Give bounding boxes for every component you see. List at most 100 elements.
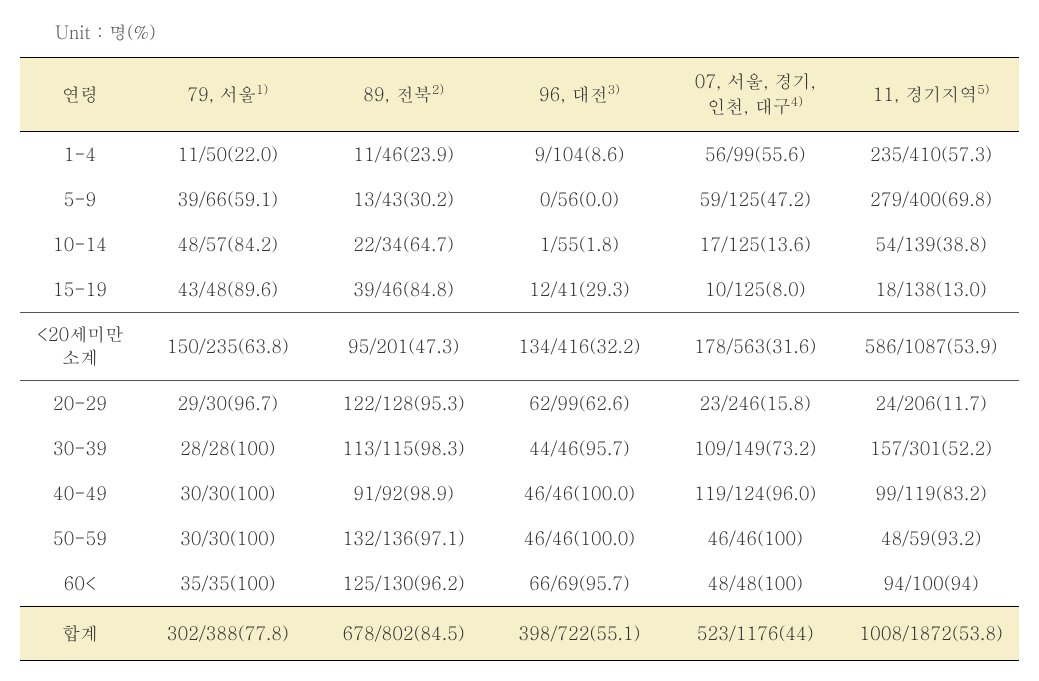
header-row: 연령 79, 서울1) 89, 전북2) 96, 대전3) 07, 서울, 경기… [20, 58, 1019, 132]
table-row: 5-9 39/66(59.1) 13/43(30.2) 0/56(0.0) 59… [20, 177, 1019, 222]
cell-age: <20세미만 소계 [20, 312, 140, 380]
cell-age: 60< [20, 561, 140, 607]
col-c3-text: 96, 대전 [539, 82, 608, 107]
unit-label: Unit : 명(%) [20, 20, 1019, 45]
cell-c1: 35/35(100) [140, 561, 316, 607]
cell-c3: 0/56(0.0) [492, 177, 668, 222]
table-row: 40-49 30/30(100) 91/92(98.9) 46/46(100.0… [20, 471, 1019, 516]
cell-c2: 132/136(97.1) [316, 516, 492, 561]
cell-c4: 17/125(13.6) [667, 222, 843, 267]
total-row: 합계 302/388(77.8) 678/802(84.5) 398/722(5… [20, 606, 1019, 660]
col-c2: 89, 전북2) [316, 58, 492, 132]
cell-c3: 62/99(62.6) [492, 380, 668, 426]
col-c4-sup: 4) [791, 92, 803, 110]
col-c2-text: 89, 전북 [363, 82, 432, 107]
cell-age: 5-9 [20, 177, 140, 222]
cell-c5: 586/1087(53.9) [843, 312, 1019, 380]
cell-c2: 39/46(84.8) [316, 267, 492, 313]
cell-c2: 113/115(98.3) [316, 426, 492, 471]
cell-c2: 678/802(84.5) [316, 606, 492, 660]
cell-c2: 95/201(47.3) [316, 312, 492, 380]
col-age: 연령 [20, 58, 140, 132]
col-c1-text: 79, 서울 [187, 82, 256, 107]
table-body: 1-4 11/50(22.0) 11/46(23.9) 9/104(8.6) 5… [20, 131, 1019, 660]
cell-c1: 28/28(100) [140, 426, 316, 471]
cell-c3: 46/46(100.0) [492, 471, 668, 516]
col-c4-line1: 07, 서울, 경기, [695, 69, 816, 94]
col-c2-sup: 2) [432, 80, 444, 98]
table-row: 30-39 28/28(100) 113/115(98.3) 44/46(95.… [20, 426, 1019, 471]
cell-c5: 99/119(83.2) [843, 471, 1019, 516]
cell-c5: 279/400(69.8) [843, 177, 1019, 222]
cell-c4: 46/46(100) [667, 516, 843, 561]
cell-c3: 46/46(100.0) [492, 516, 668, 561]
cell-c2: 125/130(96.2) [316, 561, 492, 607]
table-row: 1-4 11/50(22.0) 11/46(23.9) 9/104(8.6) 5… [20, 131, 1019, 177]
cell-age: 30-39 [20, 426, 140, 471]
cell-c1: 48/57(84.2) [140, 222, 316, 267]
cell-c4: 119/124(96.0) [667, 471, 843, 516]
col-c3-sup: 3) [608, 80, 620, 98]
cell-c4: 59/125(47.2) [667, 177, 843, 222]
cell-c5: 48/59(93.2) [843, 516, 1019, 561]
col-c1-sup: 1) [256, 80, 268, 98]
cell-age: 40-49 [20, 471, 140, 516]
cell-c1: 150/235(63.8) [140, 312, 316, 380]
cell-c3: 44/46(95.7) [492, 426, 668, 471]
data-table-container: 연령 79, 서울1) 89, 전북2) 96, 대전3) 07, 서울, 경기… [20, 57, 1019, 661]
cell-c3: 12/41(29.3) [492, 267, 668, 313]
cell-c2: 22/34(64.7) [316, 222, 492, 267]
col-c1: 79, 서울1) [140, 58, 316, 132]
cell-c5: 24/206(11.7) [843, 380, 1019, 426]
cell-age: 10-14 [20, 222, 140, 267]
col-c5-text: 11, 경기지역 [873, 82, 978, 107]
subtotal-row: <20세미만 소계 150/235(63.8) 95/201(47.3) 134… [20, 312, 1019, 380]
cell-c4: 23/246(15.8) [667, 380, 843, 426]
col-c5-sup: 5) [977, 80, 989, 98]
table-row: 50-59 30/30(100) 132/136(97.1) 46/46(100… [20, 516, 1019, 561]
cell-c3: 398/722(55.1) [492, 606, 668, 660]
cell-c5: 18/138(13.0) [843, 267, 1019, 313]
table-row: 15-19 43/48(89.6) 39/46(84.8) 12/41(29.3… [20, 267, 1019, 313]
cell-c3: 1/55(1.8) [492, 222, 668, 267]
cell-c4: 56/99(55.6) [667, 131, 843, 177]
cell-c1: 11/50(22.0) [140, 131, 316, 177]
cell-age: 15-19 [20, 267, 140, 313]
col-c4-line2: 인천, 대구 [707, 94, 790, 119]
cell-age: 50-59 [20, 516, 140, 561]
cell-c2: 91/92(98.9) [316, 471, 492, 516]
cell-c4: 178/563(31.6) [667, 312, 843, 380]
cell-c1: 30/30(100) [140, 471, 316, 516]
cell-c3: 9/104(8.6) [492, 131, 668, 177]
cell-c4: 48/48(100) [667, 561, 843, 607]
cell-c1: 302/388(77.8) [140, 606, 316, 660]
cell-c4: 523/1176(44) [667, 606, 843, 660]
cell-c1: 43/48(89.6) [140, 267, 316, 313]
table-row: 20-29 29/30(96.7) 122/128(95.3) 62/99(62… [20, 380, 1019, 426]
cell-c1: 39/66(59.1) [140, 177, 316, 222]
cell-c5: 1008/1872(53.8) [843, 606, 1019, 660]
cell-c5: 94/100(94) [843, 561, 1019, 607]
cell-age: 1-4 [20, 131, 140, 177]
cell-c2: 13/43(30.2) [316, 177, 492, 222]
cell-age: 20-29 [20, 380, 140, 426]
cell-c5: 54/139(38.8) [843, 222, 1019, 267]
cell-c3: 66/69(95.7) [492, 561, 668, 607]
subtotal-line1: <20세미만 [37, 322, 124, 347]
col-c5: 11, 경기지역5) [843, 58, 1019, 132]
cell-c5: 157/301(52.2) [843, 426, 1019, 471]
table-row: 10-14 48/57(84.2) 22/34(64.7) 1/55(1.8) … [20, 222, 1019, 267]
subtotal-line2: 소계 [62, 345, 98, 370]
cell-c1: 29/30(96.7) [140, 380, 316, 426]
table-row: 60< 35/35(100) 125/130(96.2) 66/69(95.7)… [20, 561, 1019, 607]
cell-c4: 109/149(73.2) [667, 426, 843, 471]
data-table: 연령 79, 서울1) 89, 전북2) 96, 대전3) 07, 서울, 경기… [20, 57, 1019, 661]
col-c3: 96, 대전3) [492, 58, 668, 132]
cell-c2: 11/46(23.9) [316, 131, 492, 177]
cell-age: 합계 [20, 606, 140, 660]
cell-c2: 122/128(95.3) [316, 380, 492, 426]
cell-c3: 134/416(32.2) [492, 312, 668, 380]
col-c4: 07, 서울, 경기, 인천, 대구4) [667, 58, 843, 132]
cell-c1: 30/30(100) [140, 516, 316, 561]
cell-c4: 10/125(8.0) [667, 267, 843, 313]
